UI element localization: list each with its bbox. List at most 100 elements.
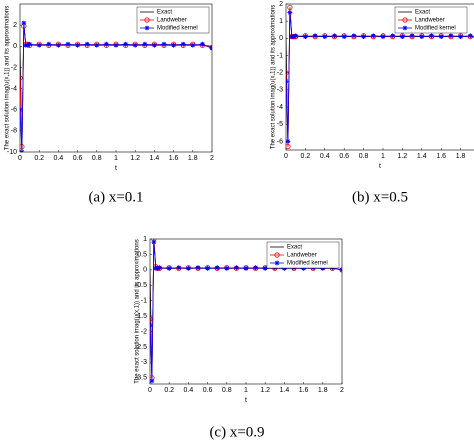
subplot: 0 0.2 0.4 0.6 0.8 1 1.2 1.4 1.6 1.8 2 -3.5 -3 -2.5 -2 -… [135,236,344,441]
y-tick-label: -4 [11,85,17,92]
x-axis-label: t [379,163,381,170]
x-axis-label: t [115,165,117,172]
marker-star [200,41,205,47]
legend-label: Modified kernel [415,26,456,32]
x-tick-label: 2 [340,387,344,394]
marker-star [46,41,52,47]
x-tick-label: 1.2 [260,387,270,394]
x-tick-label: 0.6 [339,153,349,160]
marker-star [84,41,90,47]
x-tick-label: 0.6 [73,155,83,162]
marker-star [341,34,347,40]
marker-circle [286,143,291,150]
marker-star [332,33,337,39]
marker-star [65,41,71,47]
x-tick-label: 1.6 [436,153,446,160]
x-tick-label: 0.4 [54,155,64,162]
marker-star [361,34,366,40]
y-tick-label: -8 [11,128,17,135]
marker-star [171,42,176,48]
marker-star [104,41,109,47]
marker-star [150,322,153,328]
x-tick-label: 0.8 [92,155,102,162]
marker-star [419,34,425,40]
y-tick-label: 2 [13,22,17,29]
x-tick-label: 1.4 [280,387,290,394]
x-tick-label: 0.4 [320,153,330,160]
y-tick-label: -2 [11,64,17,71]
y-tick-label: -2 [141,328,147,335]
marker-star [25,42,31,48]
marker-circle [20,75,23,81]
marker-star [303,34,308,40]
y-tick-label: -10 [7,149,17,156]
x-tick-label: 1.8 [456,153,466,160]
marker-star [262,265,268,271]
marker-star [180,41,186,47]
marker-star [409,33,415,39]
x-tick-label: 1.4 [150,155,160,162]
marker-circle [144,17,150,23]
marker-star [467,33,473,39]
marker-star [322,34,328,40]
marker-star [151,239,157,245]
marker-star [291,34,297,40]
x-tick-label: 1 [381,153,385,160]
marker-star [380,34,386,40]
y-tick-label: -6 [277,138,283,145]
y-tick-label: -1.5 [135,313,147,320]
x-tick-label: 0.8 [222,387,232,394]
legend-label: Landweber [157,18,187,24]
marker-star [21,20,27,26]
caption: (a) x=0.1 [88,189,143,205]
y-tick-label: -4 [277,104,283,111]
y-tick-label: -2 [277,70,283,77]
y-tick-label: -2.5 [135,344,147,351]
marker-circle [286,70,289,76]
marker-star [351,33,357,39]
marker-star [27,41,32,47]
y-tick-label: -6 [11,107,17,114]
x-tick-label: 1.4 [417,153,427,160]
marker-star [274,260,280,266]
marker-star [36,42,42,48]
marker-star [144,25,150,31]
y-tick-label: 2 [279,1,283,8]
marker-star [56,42,61,48]
marker-star [312,33,318,39]
x-tick-label: 0 [18,155,22,162]
x-tick-label: 1 [244,387,248,394]
x-tick-label: 0.6 [203,387,213,394]
marker-star [282,265,287,271]
x-tick-label: 2 [210,155,214,162]
y-tick-label: 0 [13,43,17,50]
caption: (c) x=0.9 [209,424,264,440]
plot-content [20,20,212,152]
marker-star [209,46,212,51]
marker-star [320,265,326,271]
x-tick-label: 0.8 [359,153,369,160]
y-tick-label: 1 [143,236,147,243]
y-tick-label: -3 [277,87,283,94]
legend-label: Landweber [287,253,317,259]
marker-star [132,42,138,48]
x-tick-label: 0 [284,153,288,160]
marker-star [123,41,128,47]
x-tick-label: 1.8 [318,387,328,394]
y-tick-label: -0.5 [135,282,147,289]
marker-star [400,34,405,40]
marker-star [205,265,210,271]
y-axis-label: The exact solution imag(u(x,1)) and its … [5,6,11,150]
y-tick-label: -5 [277,121,283,128]
marker-star [155,265,161,271]
x-tick-label: 0.4 [184,387,194,394]
x-tick-label: 1.2 [130,155,140,162]
marker-star [286,139,291,144]
marker-star [195,265,201,271]
marker-star [157,265,162,271]
marker-star [152,42,157,48]
marker-star [142,41,148,47]
marker-star [190,42,196,48]
marker-star [113,42,119,48]
